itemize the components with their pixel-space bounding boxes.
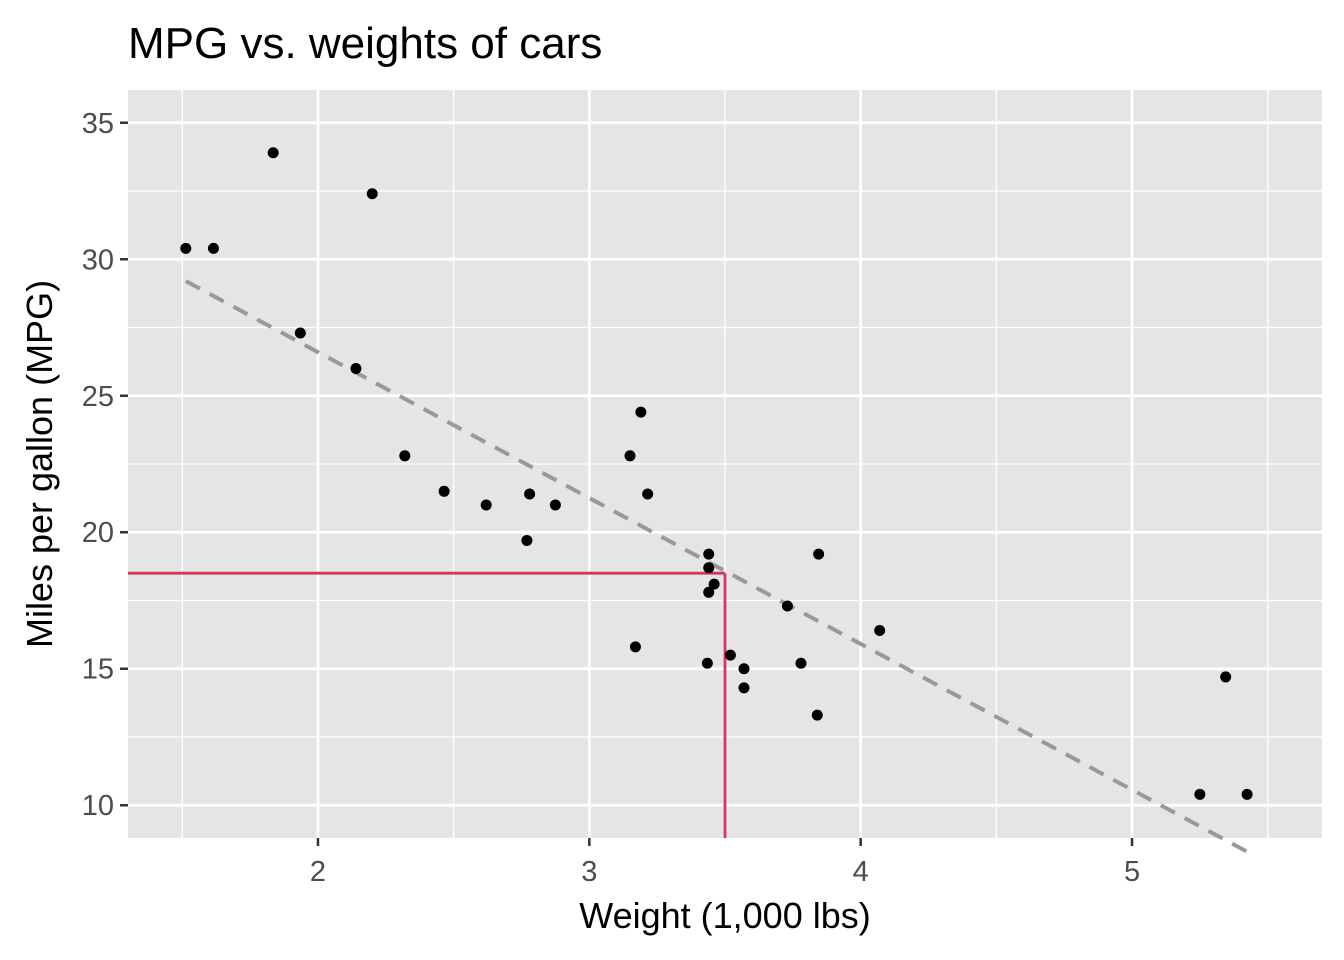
data-point (1241, 788, 1253, 800)
data-point (642, 488, 654, 500)
data-point (438, 485, 450, 497)
data-point (813, 548, 825, 560)
data-point (724, 649, 736, 661)
y-tick-label: 30 (82, 244, 114, 276)
data-point (795, 657, 807, 669)
y-tick-label: 35 (82, 108, 114, 140)
y-tick-label: 25 (82, 381, 114, 413)
data-point (180, 242, 192, 254)
data-point (703, 548, 715, 560)
x-tick-label: 5 (1124, 856, 1140, 888)
data-point (480, 499, 492, 511)
data-point (781, 600, 793, 612)
data-point (521, 534, 533, 546)
x-axis-title: Weight (1,000 lbs) (579, 895, 870, 936)
data-point (624, 450, 636, 462)
x-axis-ticks: 2 3 4 5 (310, 838, 1140, 888)
data-point (738, 682, 750, 694)
y-tick-label: 15 (82, 654, 114, 686)
data-point (1220, 671, 1232, 683)
data-point (549, 499, 561, 511)
data-point (350, 362, 362, 374)
data-point (703, 586, 715, 598)
data-point (1194, 788, 1206, 800)
points-layer (180, 147, 1253, 800)
data-point (294, 327, 306, 339)
chart-title: MPG vs. weights of cars (128, 19, 602, 68)
data-point (267, 147, 279, 159)
data-point (703, 562, 715, 574)
data-point (738, 663, 750, 675)
data-point (708, 578, 720, 590)
y-tick-label: 20 (82, 517, 114, 549)
data-point (366, 188, 378, 200)
y-axis-title: Miles per gallon (MPG) (19, 280, 60, 648)
reference-lines (128, 571, 727, 838)
data-point (524, 488, 536, 500)
data-point (635, 406, 647, 418)
y-tick-label: 10 (82, 790, 114, 822)
x-tick-label: 2 (310, 856, 326, 888)
trend-line-layer (184, 279, 1249, 854)
data-point (399, 450, 411, 462)
data-point (811, 709, 823, 721)
trend-line (184, 279, 1249, 854)
data-point (874, 625, 886, 637)
data-point (207, 242, 219, 254)
data-point (701, 657, 713, 669)
x-tick-label: 4 (853, 856, 869, 888)
y-axis-ticks: 10 15 20 25 30 35 (82, 108, 128, 822)
x-tick-label: 3 (581, 856, 597, 888)
data-point (629, 641, 641, 653)
